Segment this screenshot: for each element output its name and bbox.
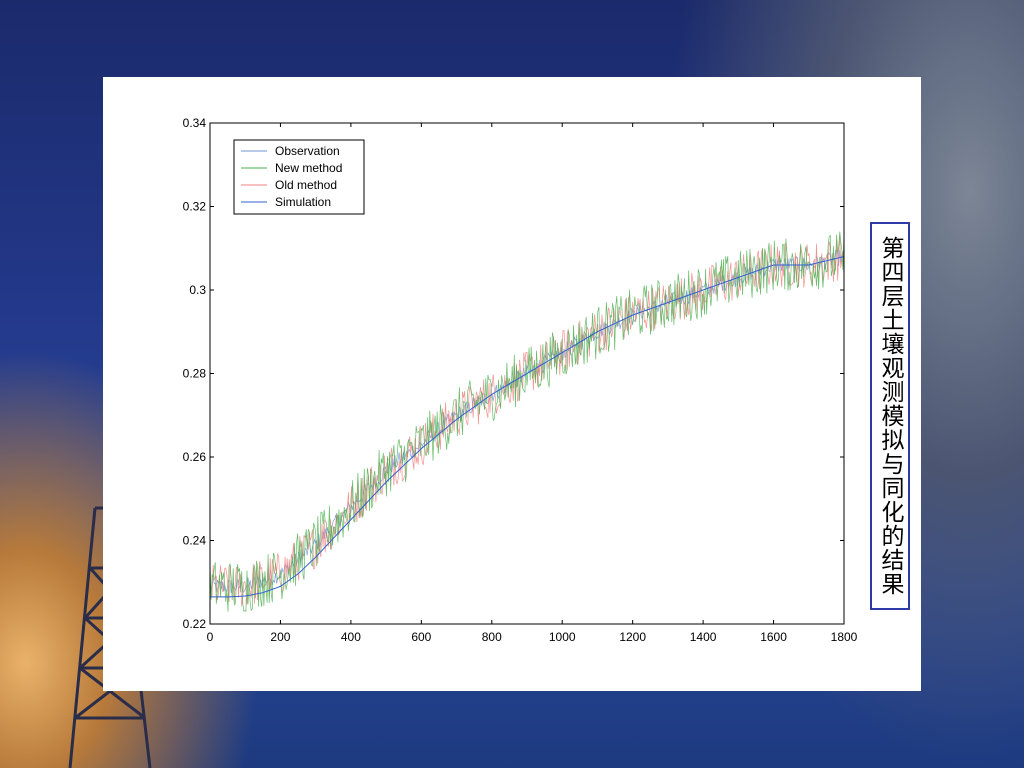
x-tick-label: 1400 bbox=[690, 630, 717, 644]
series-layer bbox=[209, 231, 845, 613]
x-tick-label: 1000 bbox=[549, 630, 576, 644]
series-line-old-method bbox=[209, 235, 845, 607]
x-tick-label: 1600 bbox=[760, 630, 787, 644]
x-tick-label: 600 bbox=[411, 630, 431, 644]
legend-label: Observation bbox=[275, 144, 340, 158]
y-tick-label: 0.24 bbox=[183, 534, 207, 548]
x-tick-label: 400 bbox=[341, 630, 361, 644]
legend-label: Old method bbox=[275, 178, 337, 192]
series-line-simulation bbox=[210, 256, 845, 598]
y-tick-label: 0.3 bbox=[189, 283, 206, 297]
x-tick-label: 1800 bbox=[831, 630, 858, 644]
legend-label: Simulation bbox=[275, 195, 331, 209]
x-tick-label: 0 bbox=[207, 630, 214, 644]
x-tick-label: 800 bbox=[482, 630, 502, 644]
side-caption-box: 第四层土壤观测模拟与同化的结果 bbox=[870, 222, 910, 610]
chart-panel: 0 200 400 600 800 1000 1200 1400 1600 1800 0.22 0.2… bbox=[103, 77, 921, 691]
ticks-layer: 0 200 400 600 800 1000 1200 1400 1600 1800 0.22 0.2… bbox=[183, 116, 858, 644]
y-tick-label: 0.32 bbox=[183, 200, 207, 214]
line-chart: 0 200 400 600 800 1000 1200 1400 1600 1800 0.22 0.2… bbox=[183, 116, 858, 644]
y-tick-label: 0.34 bbox=[183, 116, 207, 130]
x-tick-label: 200 bbox=[270, 630, 290, 644]
y-tick-label: 0.26 bbox=[183, 450, 207, 464]
x-tick-label: 1200 bbox=[619, 630, 646, 644]
legend: Observation New method Old method Simulatio… bbox=[233, 139, 365, 215]
side-caption: 第四层土壤观测模拟与同化的结果 bbox=[877, 236, 903, 596]
legend-label: New method bbox=[275, 161, 342, 175]
y-tick-label: 0.28 bbox=[183, 367, 207, 381]
series-line-new-method bbox=[209, 231, 845, 613]
y-tick-label: 0.22 bbox=[183, 617, 207, 631]
